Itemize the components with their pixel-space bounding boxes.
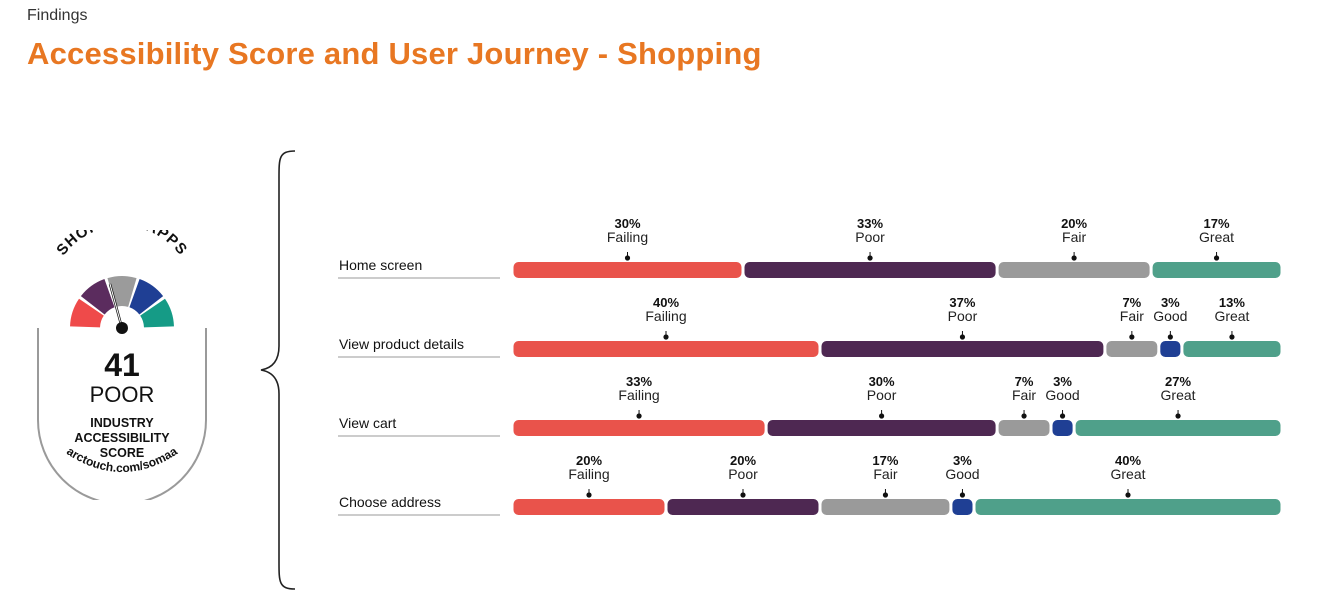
badge-score: 41: [104, 347, 140, 383]
category-label: Good: [945, 466, 979, 482]
row-label: Home screen: [339, 257, 422, 273]
badge-label-3: SCORE: [100, 446, 144, 460]
bar-segment-great: [1183, 341, 1281, 357]
percent-label: 3%: [1053, 374, 1072, 389]
value-marker: [636, 413, 642, 419]
percent-label: 3%: [1161, 295, 1180, 310]
bar-segment-good: [952, 499, 973, 515]
category-label: Fair: [1012, 387, 1036, 403]
category-label: Great: [1161, 387, 1196, 403]
bar-segment-fair: [998, 420, 1050, 436]
badge-label-2: ACCESSIBILITY: [74, 431, 170, 445]
category-label: Failing: [618, 387, 659, 403]
percent-label: 17%: [872, 453, 898, 468]
category-label: Great: [1214, 308, 1249, 324]
bar-segment-failing: [513, 420, 765, 436]
category-label: Fair: [1062, 229, 1086, 245]
score-badge: SHOPPING APPS 41 POOR INDUSTRY ACCESSIBI…: [37, 230, 207, 500]
bar-segment-failing: [513, 499, 665, 515]
value-marker: [882, 492, 889, 498]
value-marker: [663, 334, 669, 340]
value-marker: [1229, 334, 1235, 340]
value-marker: [1167, 334, 1173, 340]
gauge-needle-highlight: [109, 283, 123, 329]
category-label: Failing: [607, 229, 648, 245]
category-label: Great: [1199, 229, 1234, 245]
gauge-pivot: [116, 322, 128, 334]
bar-segment-fair: [1106, 341, 1158, 357]
percent-label: 20%: [1061, 216, 1087, 231]
percent-label: 33%: [626, 374, 652, 389]
bar-segment-poor: [821, 341, 1104, 357]
category-label: Poor: [867, 387, 897, 403]
percent-label: 33%: [857, 216, 883, 231]
value-marker: [740, 492, 746, 498]
category-label: Failing: [568, 466, 609, 482]
row-label: View cart: [339, 415, 396, 431]
percent-label: 30%: [869, 374, 895, 389]
percent-label: 40%: [653, 295, 679, 310]
category-label: Failing: [645, 308, 686, 324]
value-marker: [586, 492, 592, 498]
gauge-segment: [140, 298, 174, 328]
percent-label: 37%: [949, 295, 975, 310]
bar-segment-fair: [998, 262, 1150, 278]
value-marker: [1175, 413, 1181, 419]
category-label: Good: [1153, 308, 1187, 324]
bar-segment-good: [1160, 341, 1181, 357]
percent-label: 17%: [1204, 216, 1230, 231]
bar-segment-fair: [821, 499, 950, 515]
category-label: Good: [1045, 387, 1079, 403]
bar-segment-failing: [513, 341, 819, 357]
gauge-segment: [129, 279, 164, 315]
percent-label: 7%: [1015, 374, 1034, 389]
value-marker: [624, 255, 631, 261]
section-kicker: Findings: [27, 7, 88, 24]
percent-label: 7%: [1122, 295, 1141, 310]
brace-divider: [260, 150, 296, 590]
percent-label: 20%: [576, 453, 602, 468]
percent-label: 20%: [730, 453, 756, 468]
category-label: Poor: [855, 229, 885, 245]
row-label: Choose address: [339, 494, 441, 510]
bar-segment-great: [1075, 420, 1281, 436]
bar-segment-poor: [744, 262, 996, 278]
bar-segment-great: [1152, 262, 1281, 278]
percent-label: 40%: [1115, 453, 1141, 468]
value-marker: [879, 413, 885, 419]
bar-segment-poor: [767, 420, 996, 436]
value-marker: [1059, 413, 1066, 419]
gauge-segment: [80, 279, 115, 315]
value-marker: [867, 255, 873, 261]
value-marker: [1213, 255, 1220, 261]
percent-label: 13%: [1219, 295, 1245, 310]
value-marker: [1021, 413, 1027, 419]
category-label: Poor: [948, 308, 978, 324]
badge-rating: POOR: [90, 382, 155, 407]
badge-outline: [37, 328, 207, 500]
percent-label: 3%: [953, 453, 972, 468]
category-label: Fair: [1120, 308, 1144, 324]
bar-segment-failing: [513, 262, 742, 278]
value-marker: [959, 492, 966, 498]
percent-label: 27%: [1165, 374, 1191, 389]
value-marker: [1071, 255, 1077, 261]
bar-segment-poor: [667, 499, 819, 515]
category-label: Poor: [728, 466, 758, 482]
row-label: View product details: [339, 336, 464, 352]
category-label: Great: [1110, 466, 1145, 482]
bar-segment-great: [975, 499, 1281, 515]
bar-segment-good: [1052, 420, 1073, 436]
badge-label-1: INDUSTRY: [90, 416, 154, 430]
gauge-icon: [70, 276, 174, 334]
value-marker: [1125, 492, 1131, 498]
category-label: Fair: [873, 466, 897, 482]
value-marker: [1129, 334, 1135, 340]
gauge-segment: [70, 298, 104, 328]
value-marker: [959, 334, 966, 340]
percent-label: 30%: [614, 216, 640, 231]
page-title: Accessibility Score and User Journey - S…: [27, 36, 762, 71]
